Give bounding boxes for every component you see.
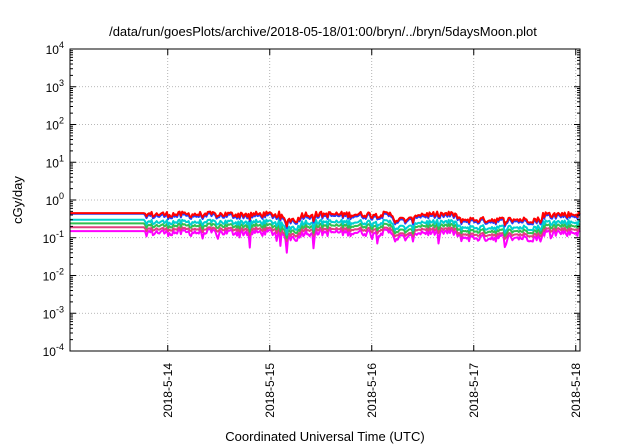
grid bbox=[70, 49, 580, 351]
y-tick-exponent: -2 bbox=[56, 267, 64, 277]
y-tick-base: 10 bbox=[46, 81, 60, 95]
y-tick-exponent: -4 bbox=[56, 342, 64, 352]
y-tick-label: 100 bbox=[46, 191, 64, 208]
y-tick-label: 10-3 bbox=[43, 304, 64, 321]
y-tick-base: 10 bbox=[43, 307, 57, 321]
series-line bbox=[70, 226, 581, 243]
y-tick-base: 10 bbox=[43, 345, 57, 359]
y-tick-exponent: 4 bbox=[59, 40, 64, 50]
y-tick-base: 10 bbox=[43, 270, 57, 284]
y-tick-base: 10 bbox=[46, 156, 60, 170]
x-tick-label: 2018-5-17 bbox=[467, 363, 481, 418]
y-tick-label: 10-2 bbox=[43, 267, 64, 284]
series-group bbox=[70, 210, 581, 254]
axis-ticks: 10-410-310-210-11001011021031042018-5-14… bbox=[43, 40, 583, 418]
y-tick-label: 101 bbox=[46, 153, 64, 170]
y-tick-exponent: -1 bbox=[56, 229, 64, 239]
x-tick-label: 2018-5-16 bbox=[365, 363, 379, 418]
y-tick-exponent: 0 bbox=[59, 191, 64, 201]
series-line bbox=[70, 218, 581, 236]
series-line bbox=[70, 222, 581, 239]
y-tick-exponent: -3 bbox=[56, 304, 64, 314]
x-tick-label: 2018-5-15 bbox=[263, 363, 277, 418]
y-tick-exponent: 1 bbox=[59, 153, 64, 163]
y-tick-base: 10 bbox=[43, 232, 57, 246]
series-line bbox=[70, 228, 581, 254]
y-tick-label: 103 bbox=[46, 78, 64, 95]
y-tick-base: 10 bbox=[46, 119, 60, 133]
y-tick-label: 10-1 bbox=[43, 229, 64, 246]
y-tick-exponent: 3 bbox=[59, 78, 64, 88]
x-tick-label: 2018-5-14 bbox=[161, 363, 175, 418]
x-tick-label: 2018-5-18 bbox=[569, 363, 583, 418]
y-tick-label: 104 bbox=[46, 40, 64, 57]
y-tick-base: 10 bbox=[46, 194, 60, 208]
y-tick-exponent: 2 bbox=[59, 116, 64, 126]
y-tick-base: 10 bbox=[46, 43, 60, 57]
chart-title: /data/run/goesPlots/archive/2018-05-18/0… bbox=[109, 24, 537, 39]
series-line bbox=[70, 210, 581, 228]
x-axis-label: Coordinated Universal Time (UTC) bbox=[225, 429, 424, 444]
y-tick-label: 102 bbox=[46, 116, 64, 133]
y-axis-label: cGy/day bbox=[10, 176, 25, 224]
y-tick-label: 10-4 bbox=[43, 342, 64, 359]
